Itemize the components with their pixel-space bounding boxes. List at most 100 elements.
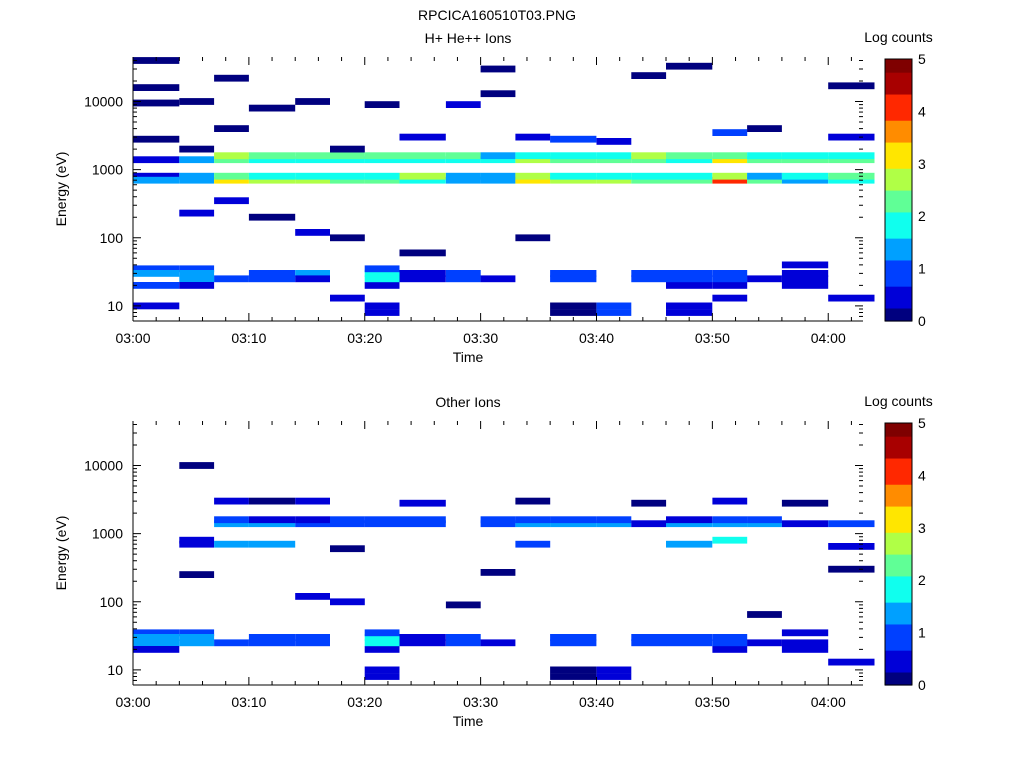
heatmap-cell [666, 172, 713, 180]
colorbar-segment [885, 128, 912, 134]
y-axis-label: Energy (eV) [53, 516, 69, 591]
heatmap-cell [666, 302, 713, 310]
heatmap-cell [214, 275, 249, 283]
heatmap-cell [747, 172, 782, 180]
colorbar-segment [885, 316, 912, 322]
heatmap-cell [480, 172, 516, 180]
heatmap-cell [133, 156, 180, 164]
colorbar-segment [885, 229, 912, 235]
colorbar-segment [885, 259, 912, 265]
heatmap-cell [214, 172, 249, 180]
heatmap-cell [666, 634, 713, 641]
colorbar-segment [885, 654, 912, 660]
colorbar-segment [885, 593, 912, 599]
colorbar-segment [885, 85, 912, 91]
colorbar-segment [885, 93, 912, 99]
heatmap-cell [445, 634, 481, 641]
colorbar-segment [885, 571, 912, 577]
heatmap-cell [781, 275, 829, 283]
heatmap-cell [399, 275, 446, 283]
heatmap-cell [828, 172, 875, 180]
heatmap-cell [214, 125, 249, 132]
colorbar-segment [885, 312, 912, 318]
heatmap-cell [295, 172, 330, 180]
heatmap-cell [399, 249, 446, 257]
colorbar-tick-label: 4 [918, 467, 926, 483]
panel-2: 03:00 03:10 03:20 03:30 03:40 03:50 04:0010100… [53, 393, 933, 729]
colorbar-segment [885, 272, 912, 278]
colorbar-segment [885, 59, 912, 64]
x-tick-label: 03:30 [463, 694, 498, 710]
heatmap-cell [631, 152, 667, 160]
colorbar-segment [885, 615, 912, 621]
colorbar-segment [885, 519, 912, 525]
heatmap-cell [330, 234, 365, 242]
heatmap-cell [666, 516, 713, 524]
heatmap-cell [712, 282, 748, 289]
heatmap-cell [712, 129, 748, 136]
heatmap-cell [179, 145, 215, 153]
heatmap-cell [179, 209, 215, 217]
colorbar-tick-label: 5 [918, 51, 926, 67]
heatmap-cell [133, 99, 180, 107]
heatmap-cell [330, 176, 365, 184]
heatmap-cell [399, 499, 446, 507]
colorbar-segment [885, 133, 912, 139]
x-tick-label: 03:10 [231, 330, 266, 346]
heatmap-cell [330, 145, 365, 153]
colorbar-segment [885, 488, 912, 494]
colorbar-segment [885, 163, 912, 169]
colorbar-segment [885, 449, 912, 455]
colorbar: 0 1 2 3 4 5 Log counts [864, 29, 933, 329]
heatmap-cell [248, 152, 296, 160]
heatmap-cell [596, 138, 632, 145]
heatmap-cell [666, 156, 713, 164]
colorbar-segment [885, 584, 912, 590]
heatmap-cell [596, 516, 632, 524]
heatmap-cell [631, 275, 667, 283]
heatmap-cell [364, 176, 400, 184]
heatmap-cell [399, 152, 446, 160]
heatmap-cell [179, 172, 215, 180]
heatmap-cell [133, 135, 180, 143]
colorbar-segment [885, 610, 912, 616]
colorbar-segment [885, 294, 912, 300]
heatmap-cell [179, 536, 215, 544]
heatmap-cell [295, 639, 330, 647]
colorbar-tick-label: 4 [918, 103, 926, 119]
heatmap-cell [399, 516, 446, 524]
colorbar-segment [885, 194, 912, 200]
heatmap-cell [399, 520, 446, 528]
colorbar-segment [885, 89, 912, 95]
heatmap-cell [133, 84, 180, 91]
heatmap-cell [828, 658, 875, 666]
heatmap-cell [747, 275, 782, 283]
colorbar-segment [885, 466, 912, 472]
colorbar-segment [885, 667, 912, 673]
heatmap-cell [364, 516, 400, 524]
heatmap-cell [295, 520, 330, 528]
heatmap-cell [248, 270, 296, 277]
colorbar-segment [885, 436, 912, 442]
colorbar-segment [885, 457, 912, 463]
colorbar-tick-label: 3 [918, 156, 926, 172]
panel-title: Other Ions [435, 394, 500, 410]
colorbar-segment [885, 505, 912, 511]
heatmap-cell [248, 639, 296, 647]
colorbar-tick-label: 2 [918, 572, 926, 588]
colorbar-segment [885, 671, 912, 677]
colorbar-segment [885, 597, 912, 603]
colorbar-segment [885, 207, 912, 213]
heatmap-cell [747, 176, 782, 184]
colorbar-segment [885, 190, 912, 195]
heatmap-cell [445, 101, 481, 108]
colorbar-label: Log counts [864, 393, 933, 409]
heatmap-cell [781, 629, 829, 637]
heatmap-cell [828, 152, 875, 160]
heatmap-cell [747, 611, 782, 618]
heatmap-cell [214, 197, 249, 205]
heatmap-cell [515, 516, 551, 524]
heatmap-cell [295, 270, 330, 277]
colorbar-segment [885, 567, 912, 573]
